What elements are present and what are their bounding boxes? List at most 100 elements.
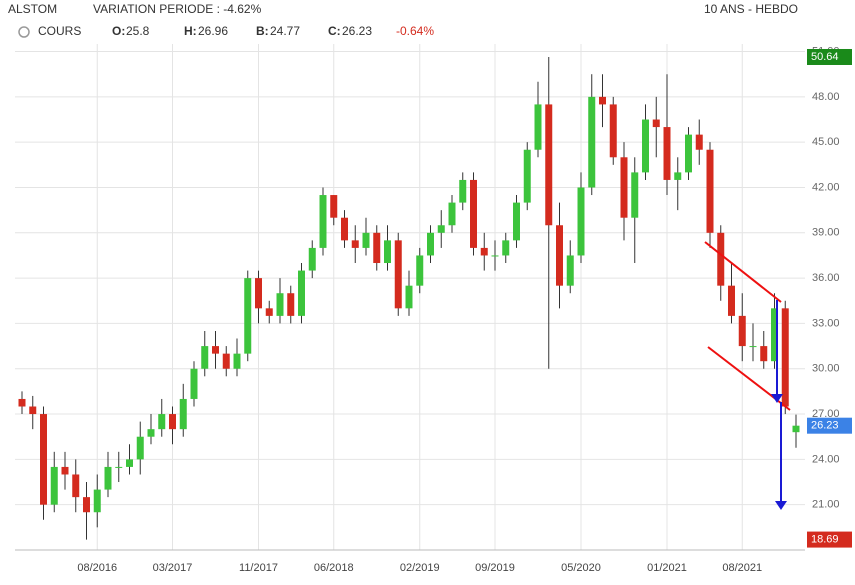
summary-label: B: — [256, 24, 269, 38]
candle-body — [437, 225, 445, 233]
x-tick-label: 05/2020 — [561, 562, 601, 574]
candle-body — [685, 134, 692, 173]
y-tick-label: 45.00 — [812, 136, 840, 148]
candle-body — [298, 270, 305, 316]
candle-body — [190, 368, 198, 399]
candle-body — [384, 240, 391, 264]
arrow-head — [775, 501, 787, 510]
candle-body — [362, 232, 370, 248]
x-tick-label: 02/2019 — [400, 562, 440, 574]
candle-body — [72, 474, 80, 498]
candle-body — [201, 346, 209, 369]
candle-body — [244, 278, 252, 354]
candle-body — [61, 466, 69, 475]
y-tick-label: 36.00 — [812, 272, 840, 284]
candle-body — [169, 414, 176, 430]
x-tick-label: 01/2021 — [647, 562, 687, 574]
candle-body — [416, 255, 424, 286]
candle-body — [534, 104, 542, 150]
candle-body — [50, 466, 58, 505]
summary-value: 26.96 — [198, 24, 228, 38]
period: 10 ANS - HEBDO — [704, 2, 798, 16]
summary-value: 24.77 — [270, 24, 300, 38]
change: -0.64% — [396, 24, 434, 38]
candle-body — [330, 195, 338, 218]
settings-icon[interactable] — [18, 26, 30, 38]
candle-body — [459, 179, 467, 203]
y-tick-label: 39.00 — [812, 227, 840, 239]
candle-body — [265, 308, 273, 316]
plot-area — [15, 44, 805, 550]
candle-body — [620, 157, 628, 218]
summary-label: C: — [328, 24, 341, 38]
candle-body — [83, 497, 90, 513]
price-tag — [807, 417, 852, 434]
candle-body — [40, 414, 47, 505]
candle-body — [781, 308, 789, 407]
candle-body — [18, 398, 26, 407]
candle-body — [29, 406, 37, 415]
annotations — [704, 241, 791, 510]
candle-body — [448, 202, 456, 226]
variation: VARIATION PERIODE : -4.62% — [93, 2, 262, 16]
candle-body — [523, 149, 531, 203]
candle-body — [255, 278, 262, 309]
series-label: COURS — [38, 24, 81, 38]
candle-body — [695, 134, 703, 150]
candle-body — [158, 414, 166, 430]
candle-body — [93, 489, 101, 513]
candle-body — [233, 353, 241, 369]
candle-body — [717, 232, 725, 286]
candle-body — [642, 119, 649, 173]
price-tag-label: 18.69 — [811, 533, 839, 545]
price-tag — [807, 48, 852, 65]
y-tick-label: 24.00 — [812, 453, 840, 465]
candle-body — [502, 240, 510, 256]
candle-body — [308, 247, 316, 271]
candle-body — [513, 202, 520, 241]
y-tick-label: 48.00 — [812, 91, 840, 103]
candle-body — [104, 466, 112, 490]
x-tick-label: 09/2019 — [475, 562, 515, 574]
x-tick-label: 08/2016 — [77, 562, 117, 574]
price-tag-label: 26.23 — [811, 420, 839, 432]
candle-body — [566, 255, 574, 286]
chart-title: ALSTOM — [8, 2, 57, 16]
candle-body — [126, 459, 133, 467]
price-tag — [807, 531, 852, 548]
candle-body — [341, 217, 348, 241]
candle-body — [212, 346, 219, 354]
candle-body — [136, 436, 144, 460]
candle-body — [405, 285, 413, 309]
candle-body — [631, 172, 639, 218]
candle-body — [599, 96, 606, 105]
candle-body — [276, 293, 284, 316]
summary-value: 26.23 — [342, 24, 372, 38]
candle-body — [287, 293, 295, 316]
candle-body — [609, 104, 617, 158]
candle-body — [652, 119, 660, 128]
candle-body — [771, 308, 778, 362]
candle-body — [427, 232, 434, 256]
candle-body — [792, 425, 800, 433]
candle-body — [588, 96, 596, 188]
summary-value: 25.8 — [126, 24, 150, 38]
candle-body — [147, 429, 155, 437]
candle-body — [222, 353, 230, 369]
candle-body — [480, 247, 488, 256]
candle-body — [179, 398, 187, 430]
y-tick-label: 42.00 — [812, 181, 840, 193]
candle-body — [373, 232, 381, 264]
candle-body — [728, 285, 735, 316]
x-tick-label: 08/2021 — [722, 562, 762, 574]
y-tick-label: 21.00 — [812, 499, 840, 511]
summary-label: O: — [112, 24, 125, 38]
y-tick-label: 27.00 — [812, 408, 840, 420]
y-tick-label: 33.00 — [812, 317, 840, 329]
x-tick-label: 06/2018 — [314, 562, 354, 574]
x-tick-label: 03/2017 — [153, 562, 193, 574]
candle-body — [577, 187, 585, 256]
summary-label: H: — [184, 24, 197, 38]
candle-body — [749, 346, 757, 348]
